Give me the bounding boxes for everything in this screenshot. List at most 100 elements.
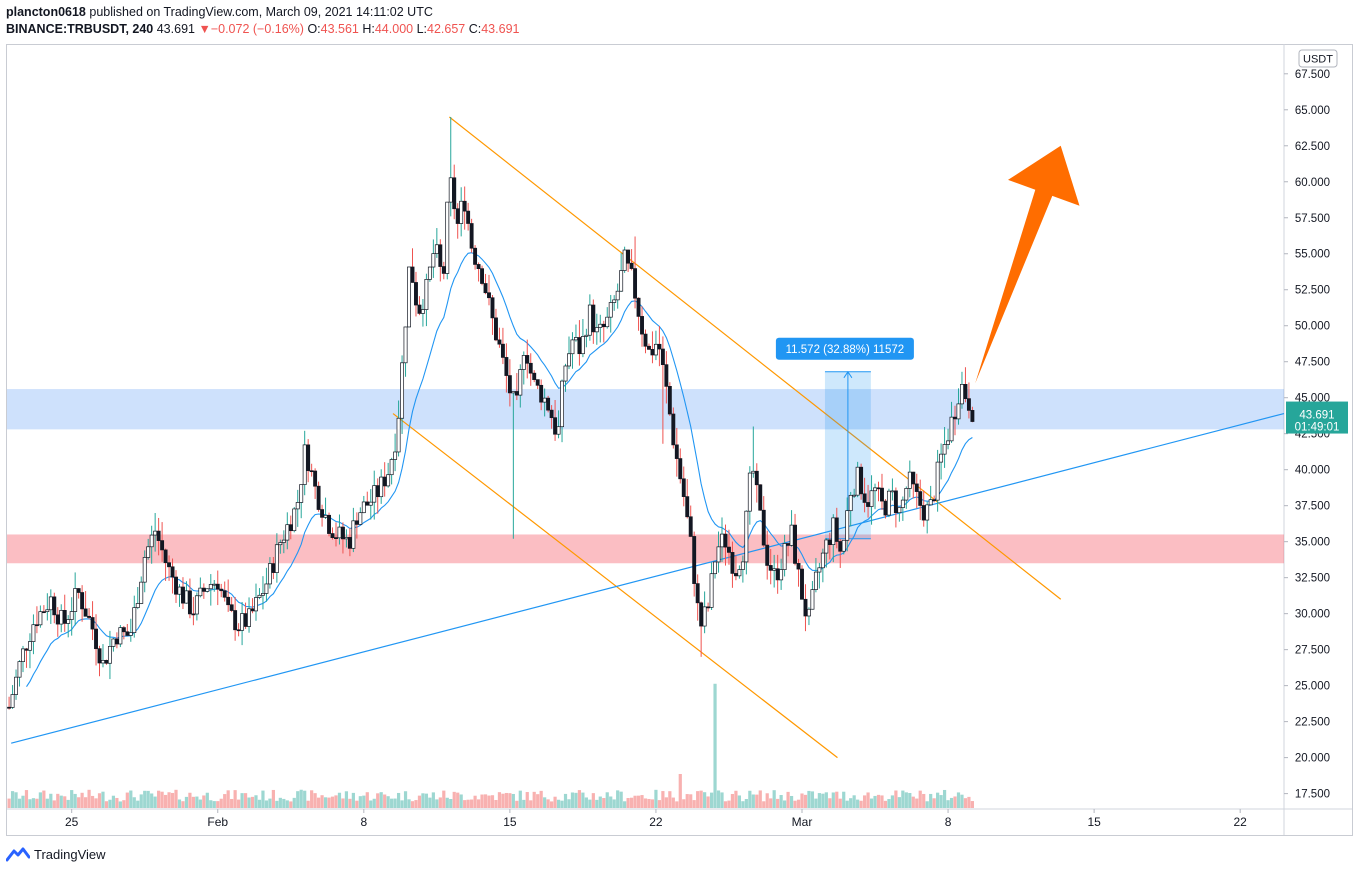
candle[interactable]: [441, 266, 446, 274]
candle[interactable]: [167, 562, 172, 568]
candle[interactable]: [215, 583, 220, 590]
candle[interactable]: [546, 397, 551, 411]
candle[interactable]: [184, 590, 189, 604]
candle[interactable]: [817, 567, 822, 573]
candle[interactable]: [720, 533, 724, 548]
candle[interactable]: [921, 505, 926, 521]
candle[interactable]: [347, 537, 352, 549]
candle[interactable]: [83, 608, 88, 617]
candle[interactable]: [438, 244, 443, 267]
candle[interactable]: [935, 461, 940, 501]
candle[interactable]: [807, 608, 811, 617]
candle[interactable]: [382, 476, 387, 487]
candle[interactable]: [942, 444, 947, 455]
candle[interactable]: [740, 561, 745, 570]
candle[interactable]: [337, 526, 342, 539]
candle[interactable]: [893, 490, 898, 514]
candle[interactable]: [156, 530, 161, 541]
candle[interactable]: [125, 631, 130, 636]
candle[interactable]: [431, 253, 436, 268]
candle[interactable]: [160, 540, 165, 551]
candle[interactable]: [191, 613, 196, 616]
candle[interactable]: [674, 444, 679, 459]
candle[interactable]: [949, 416, 954, 442]
candle[interactable]: [946, 440, 951, 445]
candle[interactable]: [334, 537, 338, 539]
candle[interactable]: [52, 596, 57, 616]
candle[interactable]: [897, 507, 902, 514]
candle[interactable]: [417, 304, 422, 314]
candle[interactable]: [904, 488, 909, 501]
candle[interactable]: [142, 557, 147, 583]
candle[interactable]: [671, 413, 676, 446]
candle[interactable]: [789, 524, 794, 546]
candle[interactable]: [226, 596, 231, 606]
candle[interactable]: [779, 569, 784, 581]
candle[interactable]: [660, 348, 665, 366]
zone-support[interactable]: [7, 534, 1284, 564]
candle[interactable]: [786, 543, 791, 546]
candle[interactable]: [730, 552, 735, 574]
candle[interactable]: [316, 485, 321, 510]
candle[interactable]: [587, 304, 592, 336]
candle[interactable]: [890, 490, 895, 493]
candle[interactable]: [876, 487, 881, 490]
candle[interactable]: [733, 573, 738, 577]
candle[interactable]: [914, 483, 919, 492]
bullish-arrow-icon[interactable]: [975, 145, 1080, 384]
candle[interactable]: [761, 509, 766, 546]
candle[interactable]: [73, 588, 78, 612]
candle[interactable]: [650, 349, 655, 356]
candle[interactable]: [323, 514, 328, 518]
candle[interactable]: [869, 490, 874, 507]
candle[interactable]: [274, 544, 279, 573]
currency-badge[interactable]: [1298, 49, 1338, 68]
candle[interactable]: [848, 494, 853, 512]
candle[interactable]: [344, 537, 349, 540]
candle[interactable]: [427, 266, 432, 280]
candle[interactable]: [535, 379, 540, 386]
candle[interactable]: [34, 624, 39, 627]
candle[interactable]: [330, 533, 335, 538]
candle[interactable]: [90, 617, 95, 630]
candle[interactable]: [28, 641, 32, 651]
candle[interactable]: [685, 496, 690, 518]
candle[interactable]: [956, 403, 961, 420]
candle[interactable]: [219, 588, 224, 592]
candle[interactable]: [886, 490, 891, 516]
candle[interactable]: [128, 632, 133, 636]
candle[interactable]: [212, 583, 217, 586]
candle[interactable]: [521, 355, 526, 370]
candle[interactable]: [365, 501, 370, 506]
candle[interactable]: [198, 587, 203, 597]
candle[interactable]: [97, 648, 102, 664]
candle[interactable]: [31, 624, 36, 642]
candle[interactable]: [573, 337, 578, 341]
candle[interactable]: [580, 336, 585, 355]
candle[interactable]: [539, 384, 544, 403]
candle[interactable]: [525, 355, 530, 364]
candle[interactable]: [542, 397, 547, 403]
candle[interactable]: [629, 262, 634, 269]
candle[interactable]: [601, 323, 606, 328]
candle[interactable]: [970, 410, 975, 422]
candle[interactable]: [713, 561, 718, 575]
candle[interactable]: [754, 470, 759, 486]
candle[interactable]: [386, 474, 391, 487]
candle[interactable]: [900, 499, 905, 508]
candle[interactable]: [459, 200, 464, 224]
candle[interactable]: [626, 249, 631, 264]
candle[interactable]: [101, 659, 105, 664]
candle[interactable]: [264, 583, 269, 594]
candle[interactable]: [414, 282, 418, 306]
candle[interactable]: [170, 566, 175, 578]
candle[interactable]: [396, 417, 401, 453]
candle[interactable]: [292, 508, 297, 532]
candle[interactable]: [813, 571, 818, 590]
candle[interactable]: [866, 502, 871, 507]
candle[interactable]: [500, 343, 505, 358]
candle[interactable]: [351, 520, 356, 549]
candle[interactable]: [372, 485, 377, 503]
candle[interactable]: [21, 648, 25, 662]
